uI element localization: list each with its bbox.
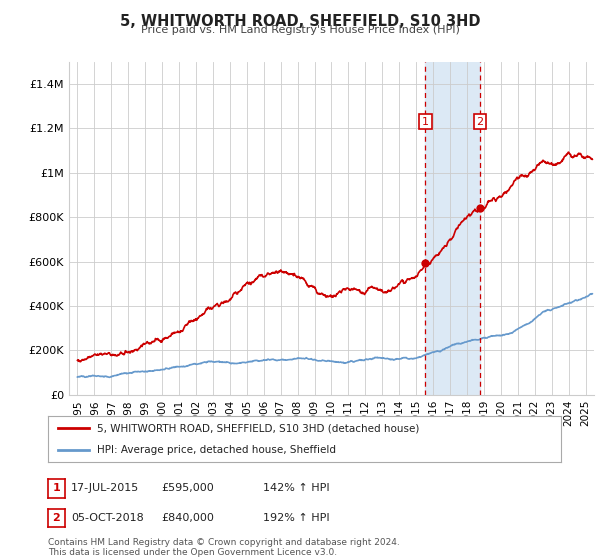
Text: Contains HM Land Registry data © Crown copyright and database right 2024.
This d: Contains HM Land Registry data © Crown c… xyxy=(48,538,400,557)
Text: £595,000: £595,000 xyxy=(161,483,214,493)
Text: HPI: Average price, detached house, Sheffield: HPI: Average price, detached house, Shef… xyxy=(97,445,336,455)
Text: 2: 2 xyxy=(476,116,484,127)
Text: £840,000: £840,000 xyxy=(161,513,214,523)
Text: 5, WHITWORTH ROAD, SHEFFIELD, S10 3HD: 5, WHITWORTH ROAD, SHEFFIELD, S10 3HD xyxy=(120,14,480,29)
Text: 5, WHITWORTH ROAD, SHEFFIELD, S10 3HD (detached house): 5, WHITWORTH ROAD, SHEFFIELD, S10 3HD (d… xyxy=(97,423,419,433)
Text: 1: 1 xyxy=(53,483,60,493)
Text: Price paid vs. HM Land Registry's House Price Index (HPI): Price paid vs. HM Land Registry's House … xyxy=(140,25,460,35)
Text: 05-OCT-2018: 05-OCT-2018 xyxy=(71,513,143,523)
Text: 192% ↑ HPI: 192% ↑ HPI xyxy=(263,513,329,523)
Bar xyxy=(425,62,480,395)
Text: 17-JUL-2015: 17-JUL-2015 xyxy=(71,483,139,493)
Text: 2: 2 xyxy=(53,513,60,523)
Text: 142% ↑ HPI: 142% ↑ HPI xyxy=(263,483,329,493)
Text: 1: 1 xyxy=(422,116,429,127)
